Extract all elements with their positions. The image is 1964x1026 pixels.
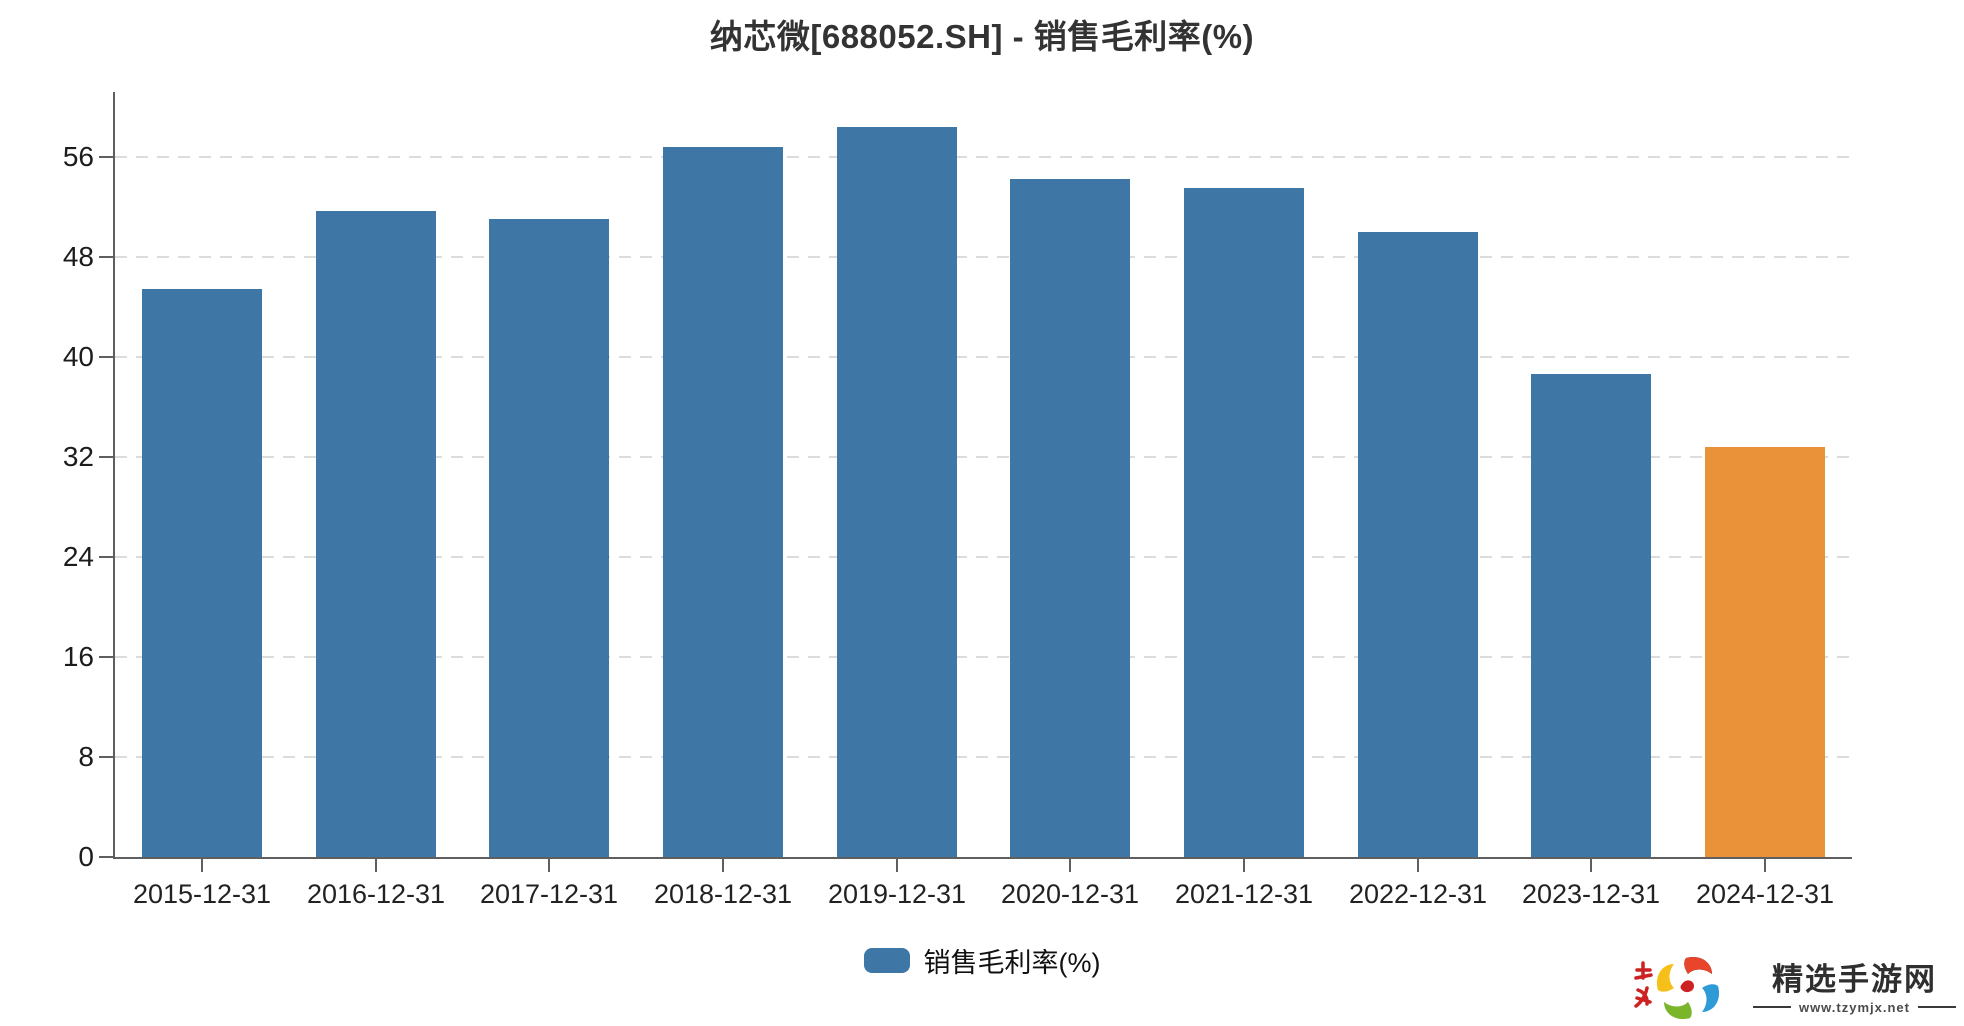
y-tick-label-56: 56 <box>62 141 94 172</box>
y-gridline-24 <box>115 556 1852 558</box>
y-gridline-32 <box>115 456 1852 458</box>
x-tick-2024-12-31 <box>1764 859 1766 872</box>
watermark-divider-right <box>1918 1006 1956 1008</box>
x-tick-2020-12-31 <box>1069 859 1071 872</box>
x-tick-label-2022-12-31: 2022-12-31 <box>1348 879 1488 909</box>
y-tick-32 <box>99 456 115 458</box>
x-tick-2023-12-31 <box>1590 859 1592 872</box>
bar-2024-12-31[interactable] <box>1705 447 1825 857</box>
y-gridline-56 <box>115 156 1852 158</box>
x-axis-line <box>113 857 1852 859</box>
y-tick-label-8: 8 <box>78 741 94 772</box>
bar-2015-12-31[interactable] <box>142 289 262 857</box>
bar-2017-12-31[interactable] <box>489 219 609 857</box>
y-tick-56 <box>99 156 115 158</box>
y-tick-label-32: 32 <box>62 441 94 472</box>
x-tick-label-2015-12-31: 2015-12-31 <box>132 879 272 909</box>
x-tick-label-2016-12-31: 2016-12-31 <box>306 879 446 909</box>
pinwheel-swirl-icon <box>1634 956 1719 1020</box>
x-tick-2022-12-31 <box>1417 859 1419 872</box>
x-tick-2015-12-31 <box>201 859 203 872</box>
y-tick-label-0: 0 <box>78 841 94 872</box>
bar-2023-12-31[interactable] <box>1531 374 1651 857</box>
x-tick-label-2023-12-31: 2023-12-31 <box>1521 879 1661 909</box>
y-tick-8 <box>99 756 115 758</box>
watermark-site-url: www.tzymjx.net <box>1798 999 1910 1015</box>
x-tick-2017-12-31 <box>548 859 550 872</box>
legend[interactable]: 销售毛利率(%) <box>0 941 1964 980</box>
watermark-divider-left <box>1752 1006 1791 1008</box>
watermark: 精选手游网 www.tzymjx.net <box>1629 952 1956 1024</box>
legend-swatch <box>863 948 910 973</box>
bar-2016-12-31[interactable] <box>316 211 436 857</box>
y-tick-24 <box>99 556 115 558</box>
bar-2021-12-31[interactable] <box>1184 188 1304 857</box>
y-tick-48 <box>99 256 115 258</box>
y-tick-0 <box>99 856 115 858</box>
x-tick-2018-12-31 <box>722 859 724 872</box>
x-tick-label-2020-12-31: 2020-12-31 <box>1000 879 1140 909</box>
x-tick-2019-12-31 <box>896 859 898 872</box>
y-gridline-40 <box>115 356 1852 358</box>
y-gridline-16 <box>115 656 1852 658</box>
y-tick-16 <box>99 656 115 658</box>
x-tick-2016-12-31 <box>375 859 377 872</box>
y-axis-line <box>113 92 115 859</box>
y-tick-label-16: 16 <box>62 641 94 672</box>
y-gridline-8 <box>115 756 1852 758</box>
x-tick-label-2024-12-31: 2024-12-31 <box>1695 879 1835 909</box>
y-tick-40 <box>99 356 115 358</box>
bar-2019-12-31[interactable] <box>837 127 957 857</box>
bar-2022-12-31[interactable] <box>1358 232 1478 857</box>
bar-2020-12-31[interactable] <box>1010 179 1130 857</box>
x-tick-label-2017-12-31: 2017-12-31 <box>479 879 619 909</box>
y-tick-label-48: 48 <box>62 241 94 272</box>
x-tick-2021-12-31 <box>1243 859 1245 872</box>
watermark-site-name: 精选手游网 <box>1771 961 1937 997</box>
bar-2018-12-31[interactable] <box>663 147 783 857</box>
chart-title: 纳芯微[688052.SH] - 销售毛利率(%) <box>709 18 1255 55</box>
x-tick-label-2021-12-31: 2021-12-31 <box>1174 879 1314 909</box>
y-tick-label-40: 40 <box>62 341 94 372</box>
x-tick-label-2018-12-31: 2018-12-31 <box>653 879 793 909</box>
y-tick-label-24: 24 <box>62 541 94 572</box>
x-tick-label-2019-12-31: 2019-12-31 <box>827 879 967 909</box>
y-gridline-48 <box>115 256 1852 258</box>
legend-label: 销售毛利率(%) <box>923 948 1101 978</box>
